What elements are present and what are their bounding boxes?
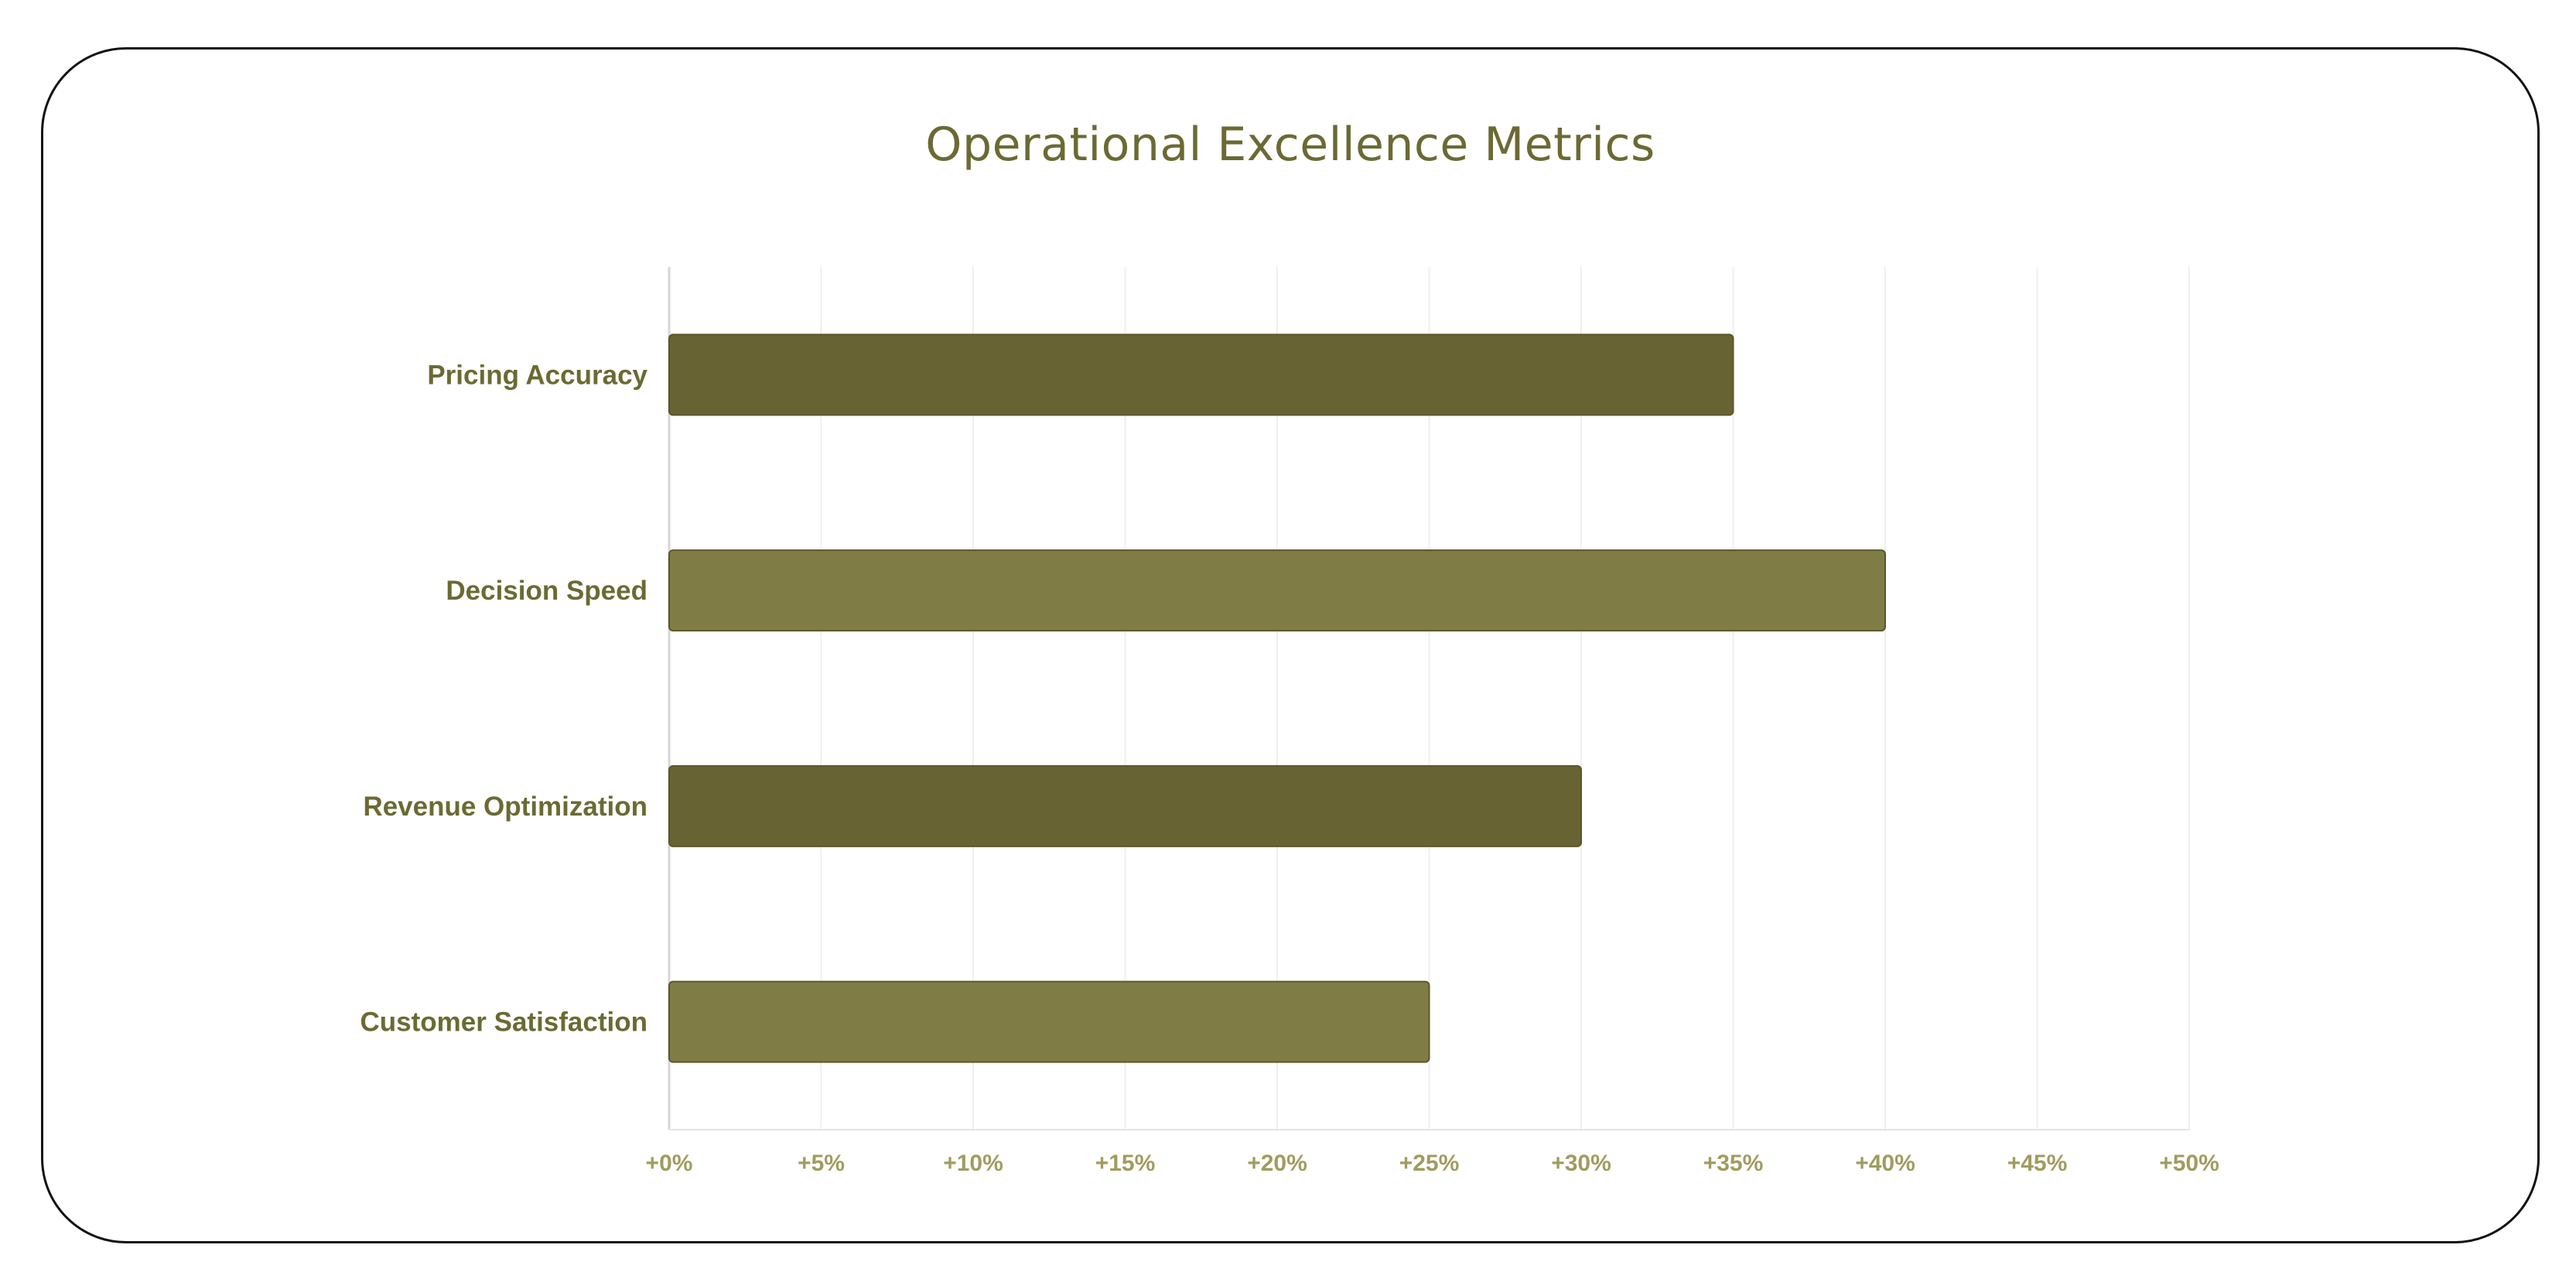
tick-label: +15% bbox=[1095, 1151, 1156, 1176]
x-axis-ticks: +0% +5% +10% +15% +20% +25% +30% +35% +40% +45% +5… bbox=[646, 1151, 2219, 1176]
category-labels: Pricing Accuracy Decision Speed Revenue Op… bbox=[360, 360, 648, 1037]
tick-label: +25% bbox=[1399, 1151, 1460, 1176]
tick-label: +0% bbox=[646, 1151, 693, 1176]
tick-label: +5% bbox=[798, 1151, 845, 1176]
chart-title: Operational Excellence Metrics bbox=[925, 118, 1655, 172]
tick-label: +40% bbox=[1855, 1151, 1915, 1176]
bars bbox=[668, 333, 1886, 1063]
tick-label: +50% bbox=[2159, 1151, 2219, 1176]
tick-label: +20% bbox=[1247, 1151, 1307, 1176]
tick-label: +45% bbox=[2007, 1151, 2068, 1176]
category-label: Pricing Accuracy bbox=[427, 360, 647, 390]
tick-label: +35% bbox=[1703, 1151, 1764, 1176]
category-label: Revenue Optimization bbox=[363, 792, 647, 822]
category-label: Decision Speed bbox=[446, 576, 647, 606]
category-label: Customer Satisfaction bbox=[360, 1007, 647, 1038]
bar bbox=[668, 549, 1886, 632]
tick-label: +30% bbox=[1551, 1151, 1611, 1176]
bar bbox=[668, 980, 1430, 1063]
tick-label: +10% bbox=[943, 1151, 1003, 1176]
bar bbox=[668, 764, 1582, 847]
bar bbox=[668, 333, 1734, 416]
